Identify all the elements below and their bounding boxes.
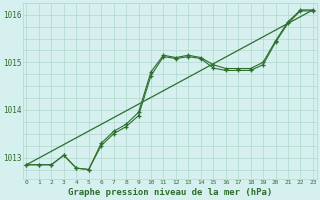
X-axis label: Graphe pression niveau de la mer (hPa): Graphe pression niveau de la mer (hPa) [68, 188, 272, 197]
